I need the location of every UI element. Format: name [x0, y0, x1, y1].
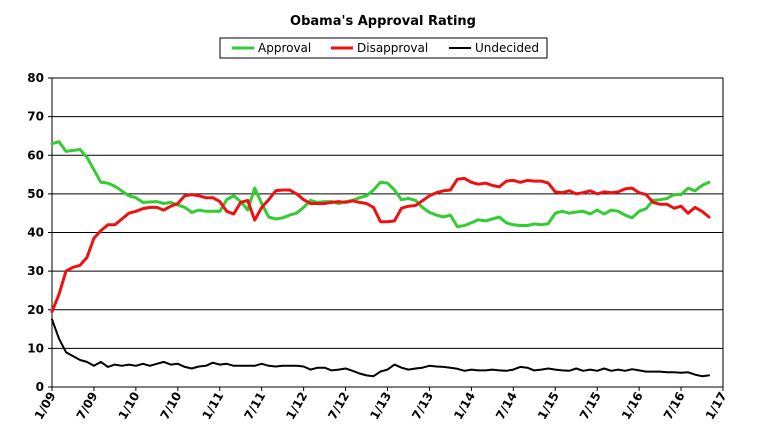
legend-label-undecided: Undecided	[475, 41, 539, 55]
y-tick-label: 10	[27, 341, 44, 355]
y-tick-label: 50	[27, 187, 44, 201]
legend-box	[219, 37, 548, 59]
x-tick-label: 1/13	[367, 390, 394, 422]
x-tick-label: 7/16	[661, 390, 688, 422]
x-tick-label: 1/14	[451, 390, 478, 422]
legend: Approval Disapproval Undecided	[219, 37, 548, 59]
x-tick-label: 1/16	[619, 390, 646, 422]
y-tick-label: 20	[27, 303, 44, 317]
y-tick-label: 40	[27, 226, 44, 240]
x-tick-label: 1/12	[283, 390, 310, 422]
y-axis: 0 10 20 30 40 50 60 70 80	[27, 71, 52, 394]
y-tick-label: 30	[27, 264, 44, 278]
x-tick-label: 7/13	[409, 390, 436, 422]
series-line-approval	[50, 140, 711, 229]
series-line-disapproval	[50, 176, 711, 314]
y-tick-label: 70	[27, 110, 44, 124]
x-axis: 1/09 7/09 1/10 7/10 1/11 7/11 1/12 7/12 1/13 7/13…	[32, 387, 730, 422]
x-tick-label: 1/10	[116, 390, 143, 422]
x-tick-label: 7/12	[325, 390, 352, 422]
plot-area	[51, 77, 724, 388]
x-tick-label: 7/14	[493, 390, 520, 422]
x-tick-label: 1/17	[703, 390, 730, 422]
x-tick-label: 7/10	[158, 390, 185, 422]
series-lines	[50, 140, 711, 378]
x-tick-label: 7/15	[577, 390, 604, 422]
y-tick-label: 80	[27, 71, 44, 85]
series-line-undecided	[51, 318, 710, 378]
legend-label-approval: Approval	[258, 41, 311, 55]
x-tick-label: 7/11	[241, 390, 268, 422]
x-tick-label: 7/09	[74, 390, 101, 422]
y-tick-label: 0	[36, 380, 44, 394]
gridlines	[52, 116, 723, 349]
x-tick-label: 1/15	[535, 390, 562, 422]
legend-label-disapproval: Disapproval	[357, 41, 428, 55]
y-tick-label: 60	[27, 148, 44, 162]
x-tick-label: 1/09	[32, 390, 59, 422]
x-tick-label: 1/11	[200, 390, 227, 422]
chart-title: Obama's Approval Rating	[290, 14, 476, 29]
